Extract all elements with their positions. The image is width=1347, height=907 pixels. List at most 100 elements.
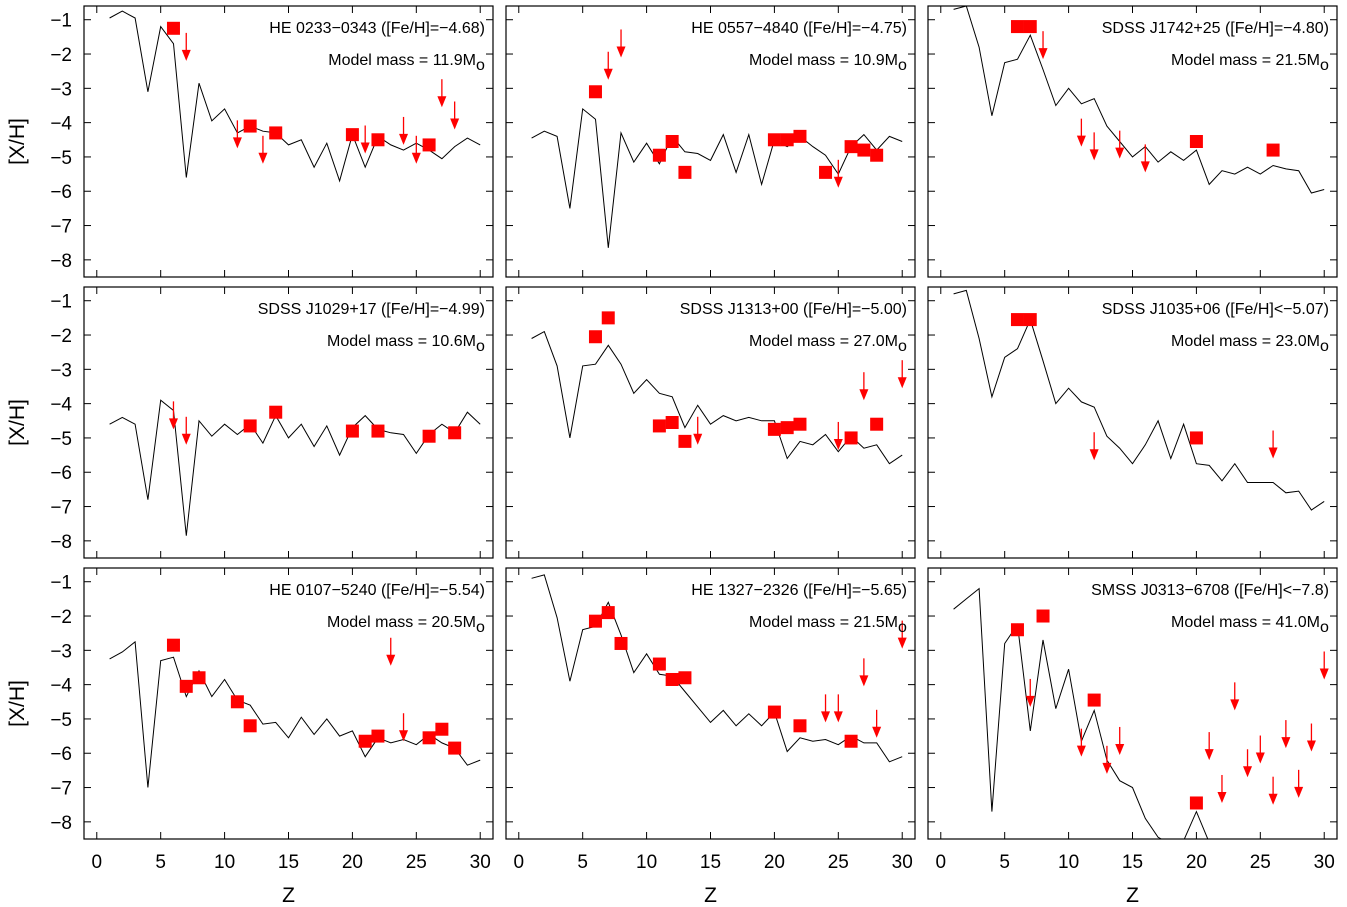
detection-marker: [371, 133, 385, 147]
upper-limit-arrow: [833, 421, 843, 450]
x-tick-label: 25: [828, 852, 849, 873]
model-mass-subscript: o: [476, 57, 485, 74]
upper-limit-arrow: [1204, 732, 1214, 761]
y-tick-label: −6: [50, 744, 72, 765]
detection-marker: [179, 679, 193, 693]
detection-marker: [844, 431, 858, 445]
upper-limit-arrow: [1281, 720, 1291, 749]
upper-limit-arrow: [450, 101, 460, 130]
model-mass-label: Model mass = 10.9M: [749, 52, 898, 69]
star-label: SDSS J1029+17 ([Fe/H]=−4.99): [258, 301, 485, 318]
upper-limit-arrow: [833, 694, 843, 723]
y-tick-label: −4: [50, 114, 72, 135]
detection-marker: [371, 729, 385, 743]
detection-marker: [243, 119, 257, 133]
detection-marker: [614, 636, 628, 650]
detection-marker: [448, 426, 462, 440]
detection-marker: [678, 671, 692, 685]
detection-marker: [665, 135, 679, 148]
model-yield-line: [953, 6, 1325, 194]
model-mass-subscript: o: [1320, 338, 1329, 355]
y-axis-label: [X/H]: [6, 118, 29, 165]
y-tick-label: −4: [50, 395, 72, 416]
upper-limit-arrow: [1217, 774, 1227, 803]
detection-marker: [422, 138, 436, 152]
x-axis-label: Z: [282, 884, 295, 907]
upper-limit-arrow: [258, 135, 268, 164]
detection-marker: [422, 731, 436, 745]
upper-limit-arrow: [616, 29, 626, 58]
model-mass-subscript: o: [898, 619, 907, 636]
detection-marker: [345, 424, 359, 438]
upper-limit-arrow: [1115, 726, 1125, 755]
detection-marker: [1023, 313, 1037, 327]
detection-marker: [844, 734, 858, 748]
model-yield-line: [531, 330, 903, 465]
star-label: SMSS J0313−6708 ([Fe/H]<−7.8): [1091, 582, 1329, 599]
detection-marker: [767, 133, 781, 147]
detection-marker: [1010, 20, 1024, 34]
upper-limit-arrow: [437, 79, 447, 108]
panel-8: 0 5 10 15 20 25 30 Z HE 1327−2326 ([Fe/H]=−5.65)…: [505, 567, 916, 907]
star-label: SDSS J1742+25 ([Fe/H]=−4.80): [1102, 20, 1329, 37]
upper-limit-arrow: [232, 120, 242, 149]
upper-limit-arrow: [1089, 432, 1099, 461]
detection-marker: [435, 722, 449, 736]
x-tick-label: 0: [513, 852, 524, 873]
detection-marker: [588, 85, 602, 99]
model-mass-label: Model mass = 20.5M: [327, 614, 476, 631]
detection-marker: [870, 417, 884, 431]
y-axis-label: [X/H]: [6, 399, 29, 446]
y-axis-label: [X/H]: [6, 680, 29, 727]
x-tick-label: 5: [999, 852, 1010, 873]
detection-marker: [652, 148, 666, 162]
upper-limit-arrow: [168, 401, 178, 430]
x-tick-label: 20: [764, 852, 785, 873]
y-tick-label: −1: [50, 573, 72, 594]
upper-limit-arrow: [821, 694, 831, 723]
upper-limit-arrow: [1102, 745, 1112, 774]
panel-7: −1 −2 −3 −4 −5 −6 −7 −8 [X/H] 0 5 10 15 20 25 30 Z HE 010…: [6, 567, 494, 907]
x-tick-label: 20: [342, 852, 363, 873]
model-yield-line: [109, 399, 481, 536]
upper-limit-arrow: [1230, 682, 1240, 711]
detection-marker: [192, 671, 206, 685]
plot-frame: [505, 567, 916, 840]
detection-marker: [166, 21, 180, 35]
y-tick-label: −2: [50, 607, 72, 628]
upper-limit-arrow: [1319, 651, 1329, 680]
star-label: HE 0557−4840 ([Fe/H]=−4.75): [691, 20, 907, 37]
detection-marker: [269, 126, 283, 140]
plot-frame: [927, 5, 1338, 278]
x-tick-label: 15: [278, 852, 299, 873]
upper-limit-arrow: [399, 713, 409, 742]
x-tick-label: 30: [1314, 852, 1335, 873]
detection-marker: [652, 657, 666, 671]
y-tick-label: −3: [50, 79, 72, 100]
upper-limit-arrow: [1115, 130, 1125, 159]
panel-1: −1 −2 −3 −4 −5 −6 −7 −8 [X/H] HE 0233−0343 ([Fe/H…: [6, 5, 494, 278]
upper-limit-arrow: [897, 360, 907, 389]
detection-marker: [793, 719, 807, 733]
y-tick-label: −5: [50, 148, 72, 169]
x-tick-label: 25: [1250, 852, 1271, 873]
y-tick-label: −7: [50, 217, 72, 238]
detection-marker: [665, 672, 679, 686]
model-mass-label: Model mass = 10.6M: [327, 333, 476, 350]
upper-limit-arrow: [859, 372, 869, 401]
detection-marker: [230, 695, 244, 709]
upper-limit-arrow: [360, 125, 370, 154]
upper-limit-arrow: [1306, 723, 1316, 752]
detection-marker: [269, 405, 283, 419]
model-mass-label: Model mass = 21.5M: [1171, 52, 1320, 69]
detection-marker: [767, 422, 781, 436]
detection-marker: [819, 165, 833, 179]
panel-4: −1 −2 −3 −4 −5 −6 −7 −8 [X/H] SDSS J1029+17 ([Fe/…: [6, 286, 494, 559]
detection-marker: [652, 419, 666, 433]
star-label: HE 0107−5240 ([Fe/H]=−5.54): [269, 582, 485, 599]
y-tick-label: −6: [50, 463, 72, 484]
y-tick-label: −5: [50, 710, 72, 731]
detection-marker: [1036, 609, 1050, 623]
detection-marker: [1010, 313, 1024, 327]
